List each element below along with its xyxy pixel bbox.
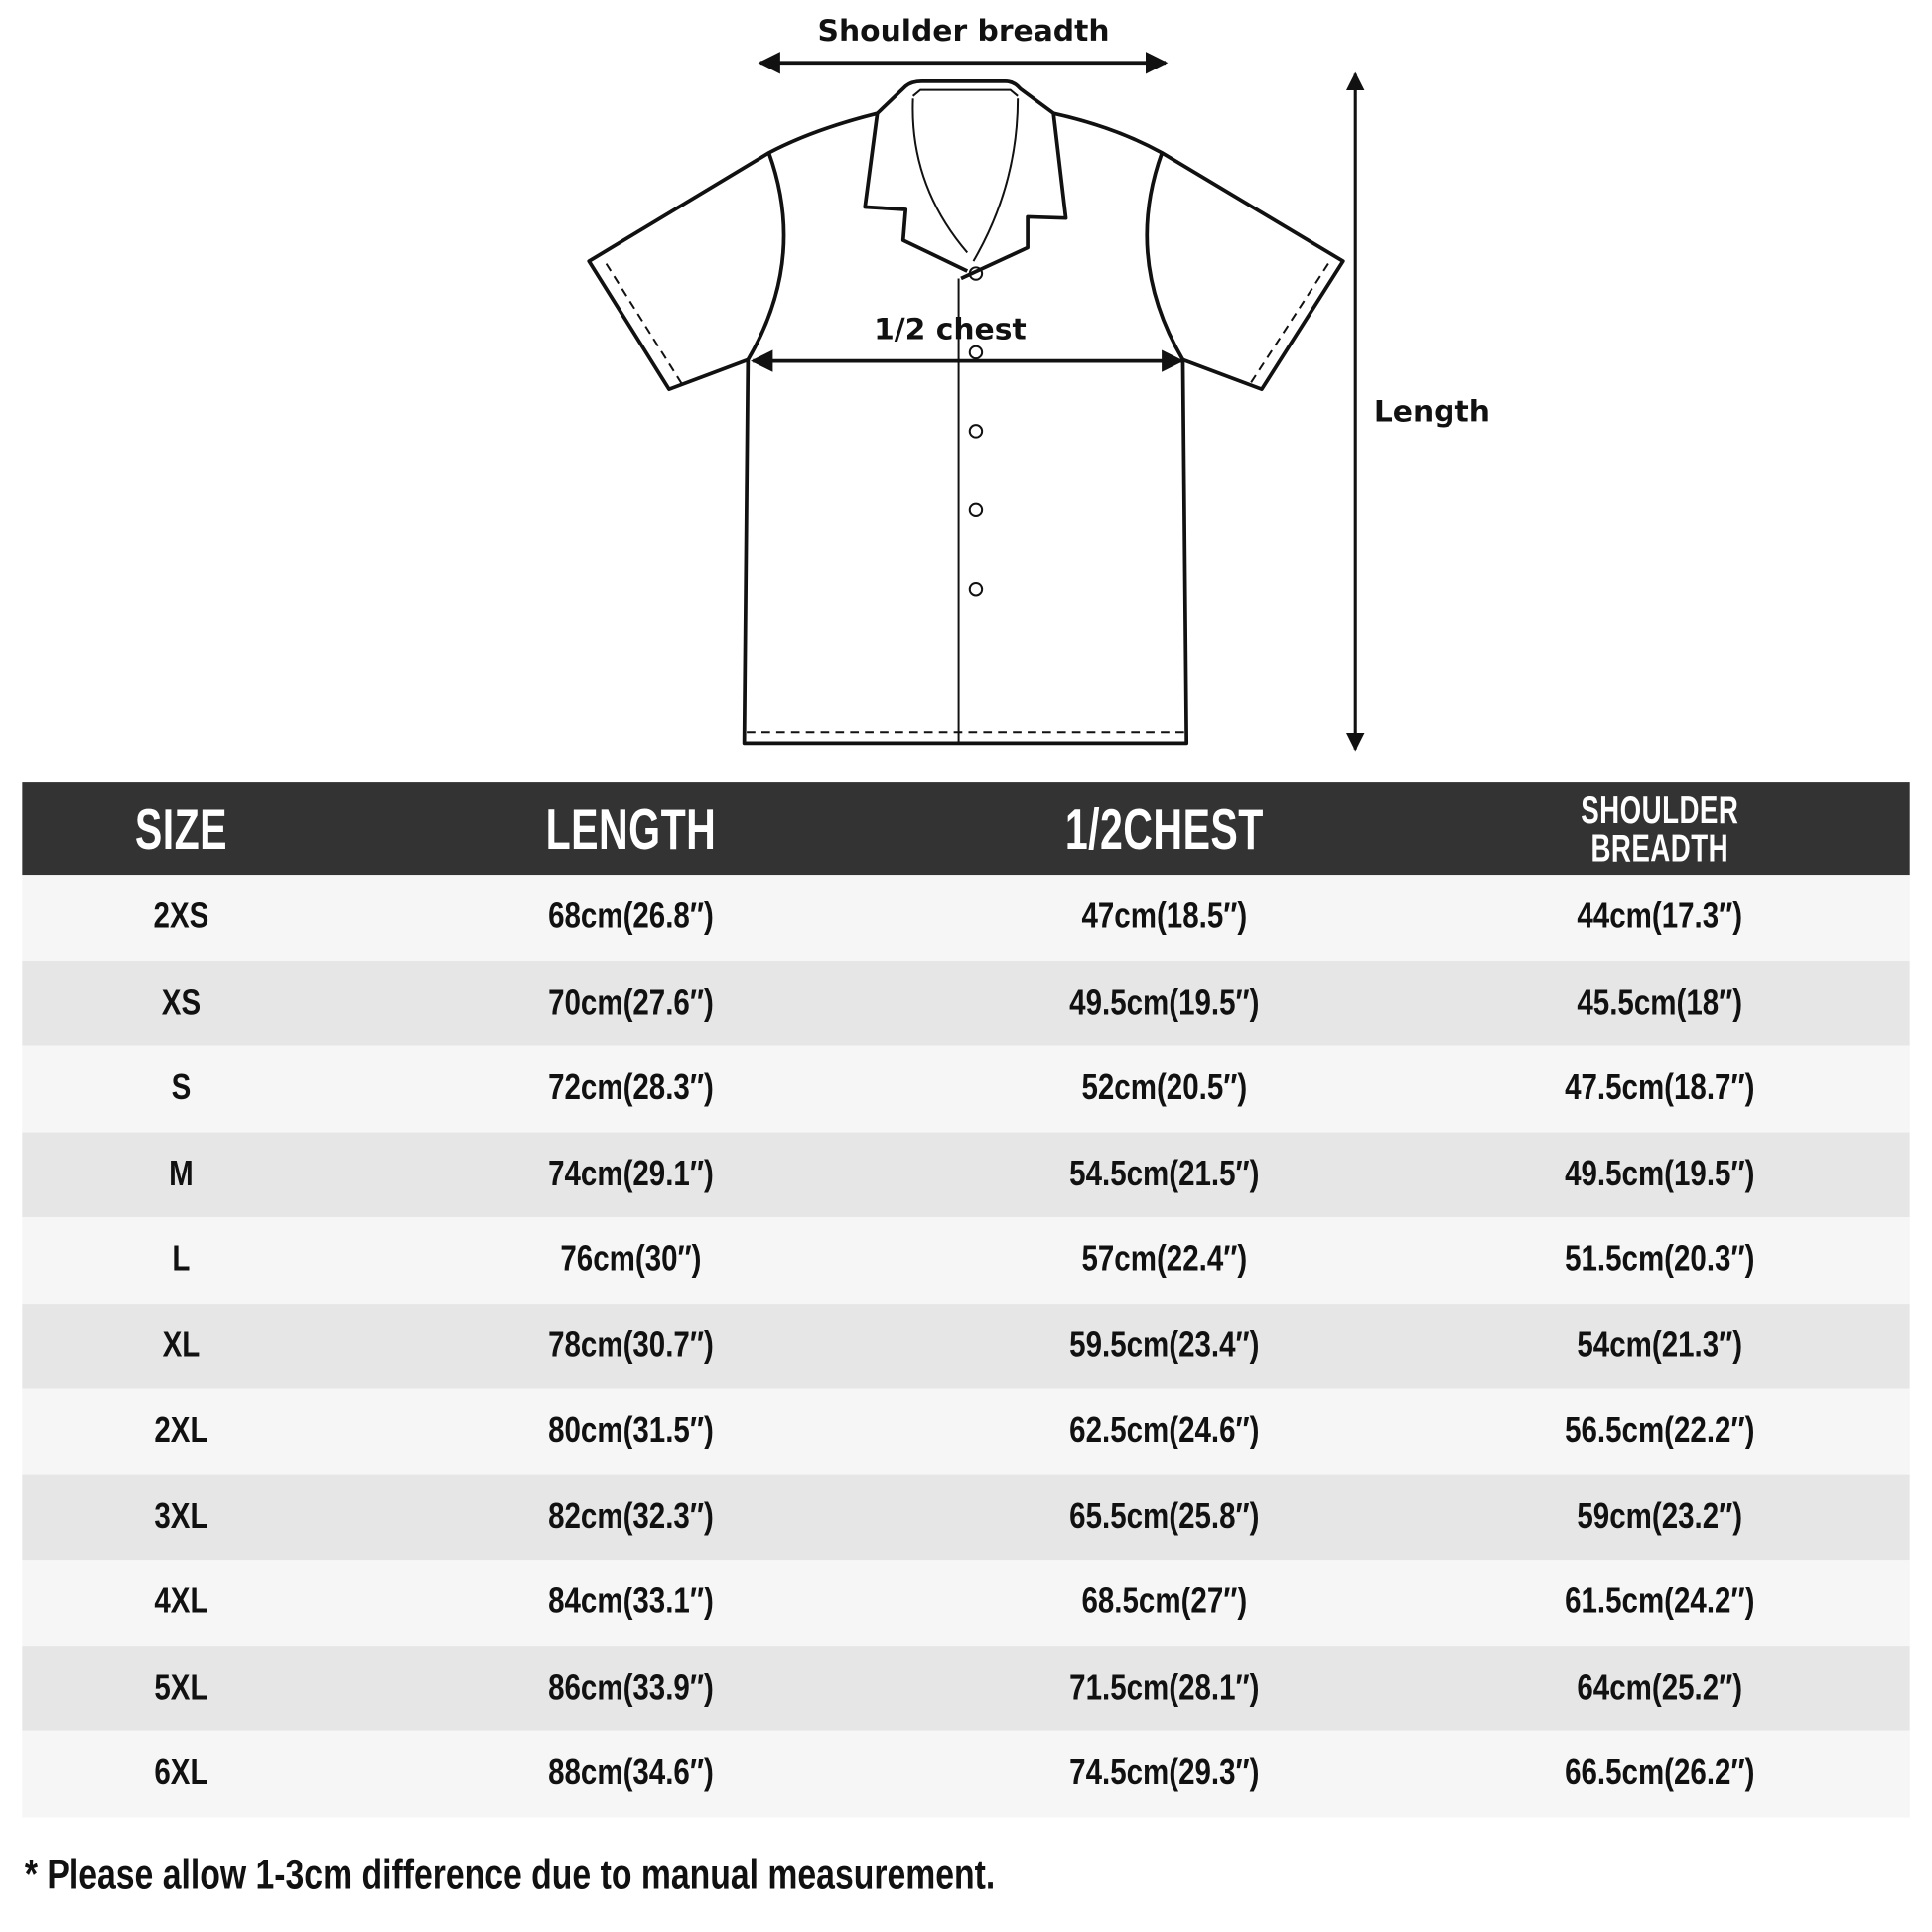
table-row: XS 70cm(27.6″) 49.5cm(19.5″) 45.5cm(18″) <box>22 960 1910 1046</box>
cell-size: 6XL <box>154 1753 208 1794</box>
cell-size: 3XL <box>154 1496 208 1537</box>
table-row: 2XL 80cm(31.5″) 62.5cm(24.6″) 56.5cm(22.2″) <box>22 1388 1910 1474</box>
table-row: 3XL 82cm(32.3″) 65.5cm(25.8″) 59cm(23.2″) <box>22 1473 1910 1561</box>
header-shoulder-breadth: SHOULDER BREADTH <box>1581 790 1738 867</box>
cell-half-chest: 59.5cm(23.4″) <box>1069 1325 1260 1365</box>
button-icon <box>968 266 984 281</box>
length-label: Length <box>1374 394 1490 429</box>
cell-shoulder-breadth: 44cm(17.3″) <box>1577 897 1743 937</box>
cell-half-chest: 62.5cm(24.6″) <box>1069 1411 1260 1451</box>
cell-shoulder-breadth: 59cm(23.2″) <box>1577 1496 1743 1537</box>
header-shoulder-line-1: SHOULDER <box>1581 787 1739 832</box>
header-size: SIZE <box>134 796 228 861</box>
cell-half-chest: 47cm(18.5″) <box>1081 897 1248 937</box>
cell-length: 82cm(32.3″) <box>548 1496 714 1537</box>
table-header: SIZE LENGTH 1/2CHEST SHOULDER BREADTH <box>22 782 1910 876</box>
cell-length: 88cm(34.6″) <box>548 1753 714 1794</box>
cell-shoulder-breadth: 56.5cm(22.2″) <box>1565 1411 1755 1451</box>
shirt-measurement-diagram: Shoulder breadth 1/2 chest Length <box>587 14 1490 752</box>
table-row: S 72cm(28.3″) 52cm(20.5″) 47.5cm(18.7″) <box>22 1045 1910 1132</box>
cell-half-chest: 65.5cm(25.8″) <box>1069 1496 1260 1537</box>
cell-length: 70cm(27.6″) <box>548 983 714 1023</box>
cell-length: 68cm(26.8″) <box>548 897 714 937</box>
shoulder-breadth-label: Shoulder breadth <box>818 14 1110 49</box>
cell-size: S <box>171 1068 192 1109</box>
table-row: M 74cm(29.1″) 54.5cm(21.5″) 49.5cm(19.5″) <box>22 1131 1910 1218</box>
button-icon <box>968 582 984 597</box>
button-icon <box>968 424 984 439</box>
cell-half-chest: 74.5cm(29.3″) <box>1069 1753 1260 1794</box>
cell-length: 76cm(30″) <box>560 1239 702 1280</box>
cell-size: L <box>172 1239 191 1280</box>
shirt-outline <box>587 79 1345 746</box>
cell-size: 5XL <box>154 1668 208 1708</box>
cell-shoulder-breadth: 54cm(21.3″) <box>1577 1325 1743 1365</box>
cell-shoulder-breadth: 45.5cm(18″) <box>1577 983 1743 1023</box>
cell-length: 84cm(33.1″) <box>548 1582 714 1622</box>
cell-half-chest: 68.5cm(27″) <box>1081 1582 1248 1622</box>
table-row: L 76cm(30″) 57cm(22.4″) 51.5cm(20.3″) <box>22 1217 1910 1304</box>
cell-shoulder-breadth: 61.5cm(24.2″) <box>1565 1582 1755 1622</box>
table-row: 2XS 68cm(26.8″) 47cm(18.5″) 44cm(17.3″) <box>22 875 1910 961</box>
cell-size: XS <box>161 983 202 1023</box>
cell-length: 78cm(30.7″) <box>548 1325 714 1365</box>
cell-half-chest: 49.5cm(19.5″) <box>1069 983 1260 1023</box>
header-half-chest: 1/2CHEST <box>1064 796 1264 861</box>
button-icon <box>968 345 984 360</box>
cell-half-chest: 54.5cm(21.5″) <box>1069 1154 1260 1194</box>
cell-shoulder-breadth: 47.5cm(18.7″) <box>1565 1068 1755 1109</box>
table-row: 6XL 88cm(34.6″) 74.5cm(29.3″) 66.5cm(26.2″) <box>22 1730 1910 1818</box>
size-chart-table: SIZE LENGTH 1/2CHEST SHOULDER BREADTH 2XS… <box>22 782 1910 1818</box>
cell-half-chest: 71.5cm(28.1″) <box>1069 1668 1260 1708</box>
header-length: LENGTH <box>545 796 717 861</box>
cell-size: 2XS <box>153 897 209 937</box>
cell-length: 72cm(28.3″) <box>548 1068 714 1109</box>
cell-shoulder-breadth: 51.5cm(20.3″) <box>1565 1239 1755 1280</box>
cell-shoulder-breadth: 49.5cm(19.5″) <box>1565 1154 1755 1194</box>
cell-half-chest: 52cm(20.5″) <box>1081 1068 1248 1109</box>
header-shoulder-line-2: BREADTH <box>1590 826 1729 870</box>
table-row: 5XL 86cm(33.9″) 71.5cm(28.1″) 64cm(25.2″) <box>22 1645 1910 1731</box>
cell-half-chest: 57cm(22.4″) <box>1081 1239 1248 1280</box>
chest-label: 1/2 chest <box>874 312 1027 346</box>
cell-length: 80cm(31.5″) <box>548 1411 714 1451</box>
cell-size: M <box>169 1154 194 1194</box>
cell-shoulder-breadth: 66.5cm(26.2″) <box>1565 1753 1755 1794</box>
measurement-note: * Please allow 1-3cm difference due to m… <box>24 1852 996 1899</box>
button-icon <box>968 502 984 518</box>
cell-size: XL <box>162 1325 201 1365</box>
cell-size: 2XL <box>154 1411 208 1451</box>
cell-shoulder-breadth: 64cm(25.2″) <box>1577 1668 1743 1708</box>
table-row: 4XL 84cm(33.1″) 68.5cm(27″) 61.5cm(24.2″) <box>22 1560 1910 1646</box>
cell-size: 4XL <box>154 1582 208 1622</box>
measurement-arrows <box>751 52 1365 752</box>
cell-length: 74cm(29.1″) <box>548 1154 714 1194</box>
table-row: XL 78cm(30.7″) 59.5cm(23.4″) 54cm(21.3″) <box>22 1303 1910 1389</box>
cell-length: 86cm(33.9″) <box>548 1668 714 1708</box>
